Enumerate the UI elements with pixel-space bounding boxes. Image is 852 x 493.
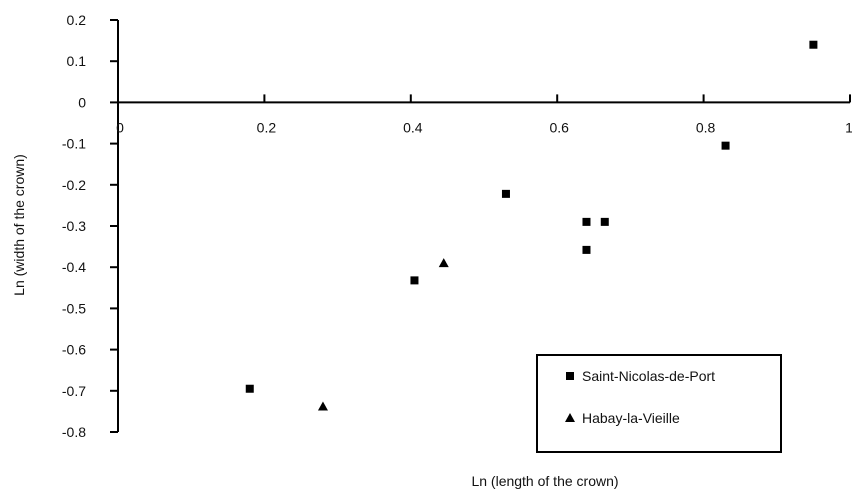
point-square-marker <box>410 276 419 285</box>
point-triangle-marker <box>317 401 328 411</box>
point-square-marker <box>582 217 591 226</box>
legend-triangle-marker <box>565 413 575 422</box>
y-tick-label: -0.7 <box>62 383 86 399</box>
legend: Saint-Nicolas-de-Port Habay-la-Vieille <box>536 354 782 453</box>
y-axis-ticks: 0.2 0.1 0 -0.1 -0.2 -0.3 -0.4 -0.5 -0.6 -0.7 -0.8 <box>62 12 118 440</box>
point-square-marker <box>582 245 591 254</box>
y-tick-label: -0.8 <box>62 424 86 440</box>
y-tick-label: -0.4 <box>62 259 86 275</box>
y-tick-label: -0.2 <box>62 177 86 193</box>
point-square-marker <box>501 189 510 198</box>
x-tick-label: 0.4 <box>403 119 423 135</box>
y-tick-label: 0.1 <box>67 53 87 69</box>
y-tick-label: -0.1 <box>62 136 86 152</box>
point-square-marker <box>721 141 730 150</box>
y-tick-label: -0.6 <box>62 342 86 358</box>
x-tick-label: 0 <box>116 119 124 135</box>
legend-label: Saint-Nicolas-de-Port <box>582 368 715 384</box>
x-tick-label: 0.8 <box>696 119 716 135</box>
x-tick-label: 0.6 <box>549 119 569 135</box>
legend-label: Habay-la-Vieille <box>582 410 680 426</box>
x-axis-title: Ln (length of the crown) <box>471 473 618 489</box>
point-triangle-marker <box>438 258 449 268</box>
y-tick-label: -0.3 <box>62 218 86 234</box>
x-axis-ticks: 0 0.2 0.4 0.6 0.8 1 <box>116 94 852 135</box>
y-tick-label: 0 <box>78 94 86 110</box>
point-square-marker <box>600 217 609 226</box>
y-axis-title: Ln (width of the crown) <box>11 154 27 296</box>
y-tick-label: 0.2 <box>67 12 87 28</box>
point-square-marker <box>245 384 254 393</box>
legend-box <box>536 354 782 453</box>
data-points <box>245 40 818 411</box>
x-tick-label: 0.2 <box>257 119 277 135</box>
point-square-marker <box>809 40 818 49</box>
y-tick-label: -0.5 <box>62 300 86 316</box>
x-tick-label: 1 <box>845 119 852 135</box>
legend-square-marker <box>566 372 574 380</box>
